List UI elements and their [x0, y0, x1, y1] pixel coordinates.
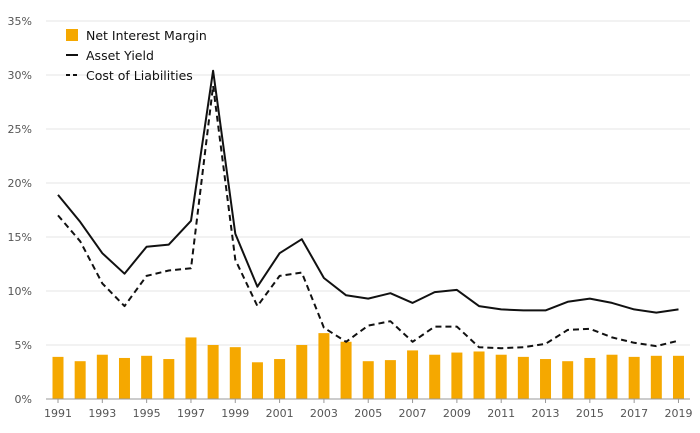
bar-net-interest-margin-2000 — [251, 362, 263, 399]
y-tick-label: 20% — [8, 177, 32, 190]
bar-net-interest-margin-2017 — [628, 356, 640, 399]
bar-net-interest-margin-2014 — [562, 361, 574, 399]
bar-net-interest-margin-2001 — [274, 359, 286, 399]
bar-net-interest-margin-2013 — [540, 359, 552, 399]
bar-net-interest-margin-1994 — [118, 357, 130, 399]
y-tick-label: 25% — [8, 123, 32, 136]
line-cost-of-liabilities — [57, 84, 679, 350]
line-asset-yield — [57, 69, 679, 314]
y-tick-label: 5% — [15, 339, 32, 352]
bar-net-interest-margin-1999 — [229, 347, 241, 399]
x-tick-label: 1993 — [88, 407, 116, 420]
gridlines — [46, 20, 690, 346]
x-tick-label: 2013 — [532, 407, 560, 420]
net-interest-margin-bars — [52, 333, 684, 399]
bar-net-interest-margin-2018 — [650, 355, 662, 399]
y-tick-label: 35% — [8, 15, 32, 28]
legend-label-net-interest-margin: Net Interest Margin — [86, 28, 207, 43]
bar-net-interest-margin-2003 — [318, 333, 330, 399]
bar-net-interest-margin-2005 — [362, 361, 374, 399]
bar-net-interest-margin-2006 — [384, 360, 396, 399]
x-tick-label: 2003 — [310, 407, 338, 420]
x-tick-label: 1995 — [133, 407, 161, 420]
x-tick-label: 2005 — [354, 407, 382, 420]
x-tick-label: 1999 — [221, 407, 249, 420]
y-axis-tick-labels: 0% 5% 10% 15% 20% 25% 30% 35% — [8, 15, 32, 406]
bar-net-interest-margin-1993 — [96, 354, 108, 399]
y-tick-label: 30% — [8, 69, 32, 82]
bar-net-interest-margin-2004 — [340, 341, 352, 399]
bar-net-interest-margin-1995 — [141, 355, 153, 399]
x-tick-label: 2015 — [576, 407, 604, 420]
x-tick-label: 2017 — [620, 407, 648, 420]
bar-net-interest-margin-2002 — [296, 345, 308, 399]
bar-net-interest-margin-2008 — [429, 354, 441, 399]
y-tick-label: 15% — [8, 231, 32, 244]
x-tick-label: 1991 — [44, 407, 72, 420]
bar-net-interest-margin-1996 — [163, 359, 175, 399]
bar-net-interest-margin-2015 — [584, 357, 596, 399]
legend-label-asset-yield: Asset Yield — [86, 48, 154, 63]
x-tick-label: 2019 — [664, 407, 692, 420]
bar-net-interest-margin-1998 — [207, 345, 219, 399]
bar-net-interest-margin-2010 — [473, 351, 485, 399]
x-tick-label: 2001 — [266, 407, 294, 420]
line-series — [57, 69, 679, 350]
legend-swatch-net-interest-margin — [66, 29, 78, 41]
bar-net-interest-margin-1997 — [185, 337, 197, 399]
y-tick-label: 10% — [8, 285, 32, 298]
x-tick-label: 2011 — [487, 407, 515, 420]
x-tick-label: 2009 — [443, 407, 471, 420]
legend: Net Interest Margin Asset Yield Cost of … — [66, 28, 207, 83]
bar-net-interest-margin-2011 — [495, 354, 507, 399]
x-tick-label: 2007 — [399, 407, 427, 420]
bar-net-interest-margin-2007 — [407, 350, 419, 399]
bar-net-interest-margin-1991 — [52, 356, 64, 399]
bar-net-interest-margin-2009 — [451, 352, 463, 399]
y-tick-label: 0% — [15, 393, 32, 406]
legend-label-cost-of-liabilities: Cost of Liabilities — [86, 68, 193, 83]
x-axis-tick-labels: 1991 1993 1995 1997 1999 2001 2003 2005 2007 2009… — [44, 399, 692, 420]
bar-net-interest-margin-2012 — [517, 356, 529, 399]
x-tick-label: 1997 — [177, 407, 205, 420]
bar-net-interest-margin-2019 — [672, 355, 684, 399]
bar-net-interest-margin-1992 — [74, 361, 86, 399]
bar-net-interest-margin-2016 — [606, 354, 618, 399]
